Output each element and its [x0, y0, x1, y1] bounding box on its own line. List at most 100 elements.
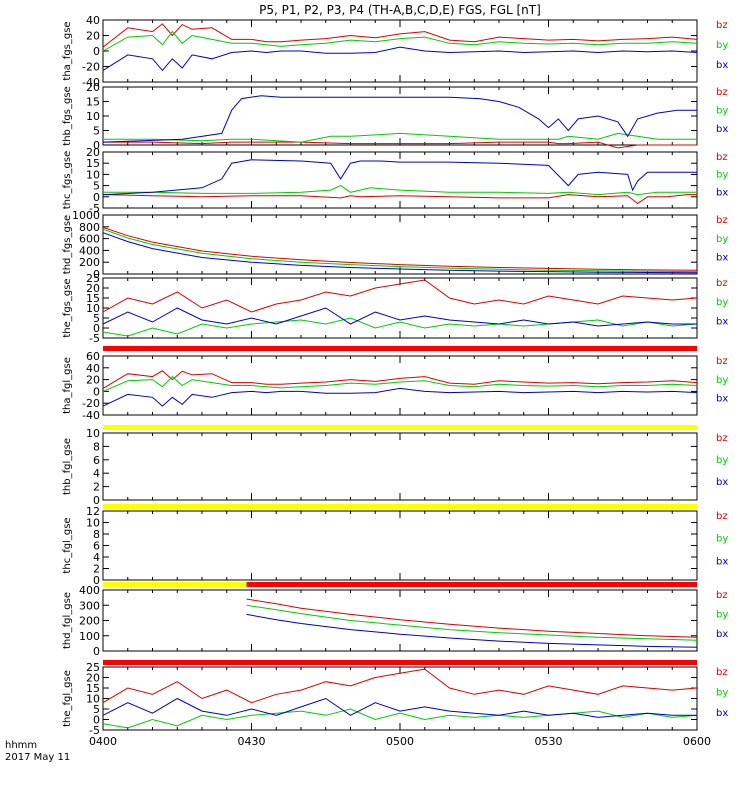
- y-tick-label: -40: [82, 76, 100, 89]
- series-line-by: [102, 708, 698, 729]
- y-tick-label: -5: [89, 724, 100, 737]
- y-tick-label: 0: [93, 714, 100, 727]
- y-tick-label: 15: [86, 682, 100, 695]
- y-tick-label: -20: [82, 397, 100, 410]
- legend-by: by: [716, 297, 728, 308]
- y-tick-label: 10: [86, 110, 100, 123]
- y-tick-label: 2: [93, 481, 100, 494]
- legend-bz: bz: [716, 20, 728, 31]
- y-tick-label: -5: [89, 202, 100, 215]
- legend-bx: bx: [716, 477, 728, 488]
- y-tick-label: 0: [93, 268, 100, 281]
- series-line-bz: [246, 598, 698, 638]
- y-tick-label: 40: [86, 14, 100, 27]
- y-tick-label: 0: [93, 322, 100, 335]
- y-axis-label: tha_fgs_gse: [62, 21, 73, 80]
- status-bar-segment: [103, 660, 697, 665]
- x-tick-label: 0600: [683, 735, 711, 748]
- figure-title: P5, P1, P2, P3, P4 (TH-A,B,C,D,E) FGS, F…: [259, 3, 541, 17]
- series-line-by: [103, 132, 697, 143]
- y-axis-label: thc_fgl_gse: [62, 517, 73, 573]
- y-tick-label: 800: [79, 221, 100, 234]
- legend-by: by: [716, 610, 728, 621]
- y-tick-label: 20: [86, 672, 100, 685]
- series-line-bx: [102, 697, 697, 718]
- y-tick-label: 10: [86, 427, 100, 440]
- y-tick-label: 100: [79, 630, 100, 643]
- legend-bx: bx: [716, 629, 728, 640]
- y-tick-label: -40: [82, 409, 100, 422]
- footer-date: 2017 May 11: [5, 752, 70, 763]
- status-bar-segment: [103, 504, 697, 509]
- legend-bx: bx: [716, 253, 728, 264]
- y-tick-label: 600: [79, 233, 100, 246]
- y-tick-label: 0: [93, 574, 100, 587]
- x-tick-label: 0400: [89, 735, 117, 748]
- y-tick-label: 10: [86, 693, 100, 706]
- y-tick-label: 10: [86, 302, 100, 315]
- y-tick-label: 15: [86, 96, 100, 109]
- y-tick-label: 25: [86, 661, 100, 674]
- y-tick-label: 0: [93, 139, 100, 152]
- y-tick-label: 400: [79, 584, 100, 597]
- legend-bz: bz: [716, 152, 728, 163]
- y-tick-label: 5: [93, 180, 100, 193]
- series-line-bz: [102, 226, 698, 271]
- y-tick-label: 20: [86, 30, 100, 43]
- status-bar-segment: [103, 582, 247, 587]
- legend-bx: bx: [716, 394, 728, 405]
- y-tick-label: 5: [93, 125, 100, 138]
- y-tick-label: 12: [86, 505, 100, 518]
- series-line-bz: [103, 141, 697, 149]
- y-tick-label: 0: [93, 494, 100, 507]
- y-tick-label: 8: [93, 528, 100, 541]
- y-tick-label: 15: [86, 292, 100, 305]
- y-tick-label: 40: [86, 362, 100, 375]
- series-line-by: [102, 30, 698, 52]
- legend-bx: bx: [716, 556, 728, 567]
- y-tick-label: 6: [93, 454, 100, 467]
- y-tick-label: 200: [79, 256, 100, 269]
- legend-by: by: [716, 170, 728, 181]
- y-tick-label: -5: [89, 332, 100, 345]
- status-bar-segment: [246, 582, 698, 587]
- footer-label: hhmm: [5, 740, 37, 751]
- series-line-bx: [102, 307, 697, 327]
- x-tick-label: 0500: [386, 735, 414, 748]
- x-tick-label: 0430: [238, 735, 266, 748]
- legend-bz: bz: [716, 433, 728, 444]
- status-bar-segment: [103, 346, 697, 351]
- legend-bx: bx: [716, 708, 728, 719]
- y-tick-label: 0: [93, 45, 100, 58]
- series-line-by: [102, 317, 698, 337]
- panel-tha_fgs_gse: -40 -20 0 20 40 tha_fgs_gse bz by bx: [62, 14, 728, 89]
- y-tick-label: 0: [93, 645, 100, 658]
- series-line-bz: [102, 668, 698, 704]
- legend-by: by: [716, 40, 728, 51]
- legend-bx: bx: [716, 60, 728, 71]
- y-axis-label: tha_fgl_gse: [62, 357, 73, 414]
- legend-bz: bz: [716, 590, 728, 601]
- legend-bz: bz: [716, 511, 728, 522]
- y-tick-label: 6: [93, 540, 100, 553]
- legend-by: by: [716, 234, 728, 245]
- y-tick-label: 8: [93, 440, 100, 453]
- legend-bx: bx: [716, 124, 728, 135]
- y-tick-label: 5: [93, 312, 100, 325]
- y-axis-label: thd_fgl_gse: [62, 592, 73, 649]
- y-tick-label: 10: [86, 168, 100, 181]
- x-tick-label: 0530: [535, 735, 563, 748]
- series-line-by: [103, 185, 697, 196]
- legend-by: by: [716, 455, 728, 466]
- series-line-bx: [102, 159, 697, 196]
- series-line-bz: [102, 194, 697, 205]
- panel-thd_fgl_gse: 0 100 200 300 400 thd_fgl_gse bz by bx: [62, 584, 728, 658]
- y-tick-label: 4: [93, 551, 100, 564]
